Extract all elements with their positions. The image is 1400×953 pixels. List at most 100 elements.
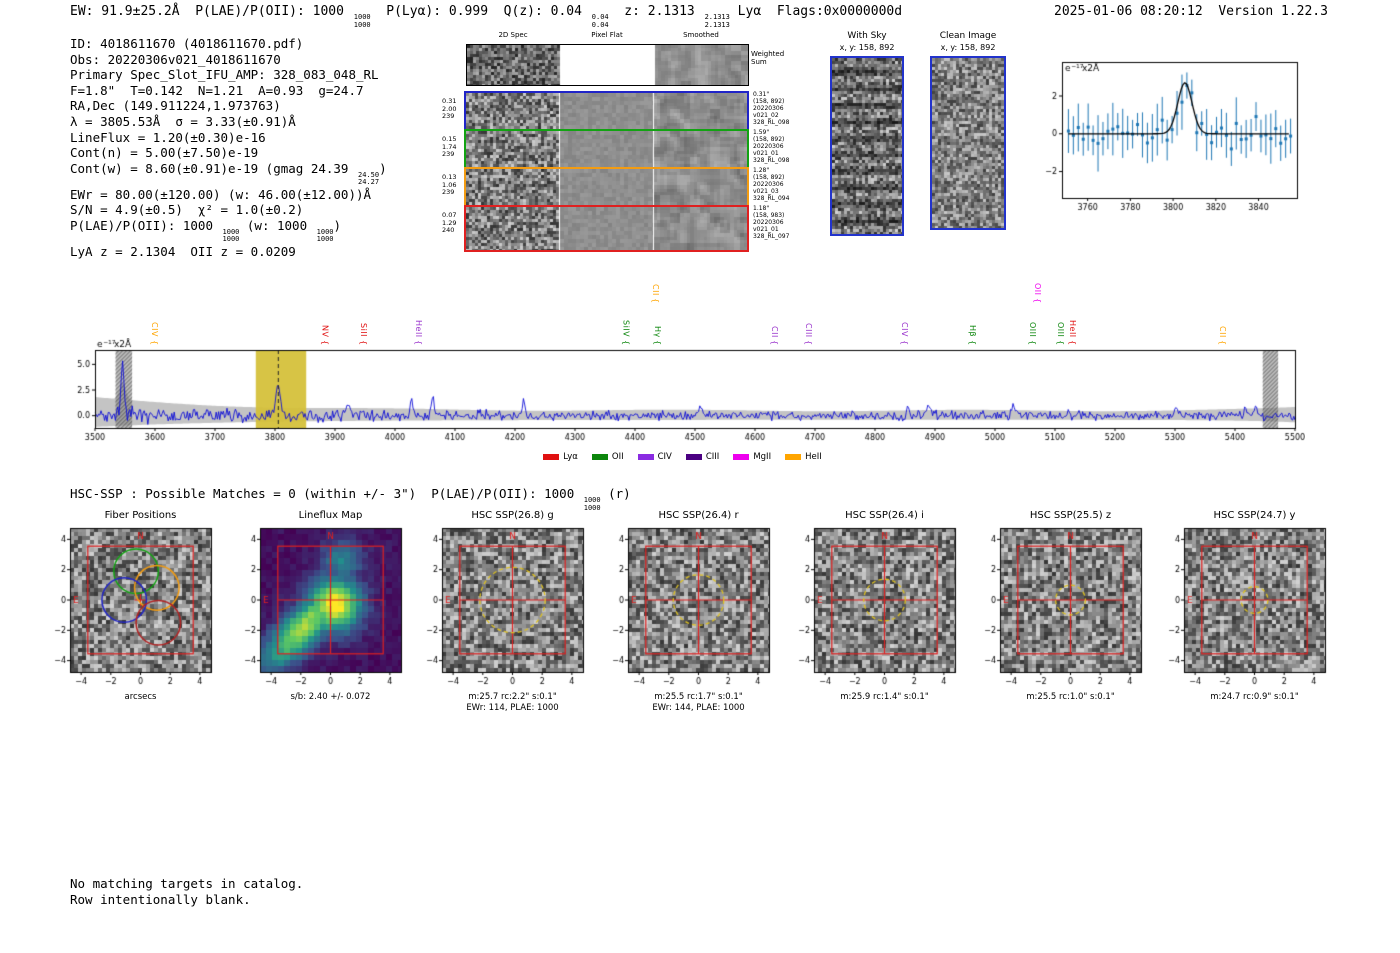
clean-image-title: Clean Image (939, 31, 997, 41)
row-aperture-values: 0.13 1.06 239 (442, 173, 464, 197)
aperture-value: 239 (442, 150, 455, 158)
row-aperture-values: 0.15 1.74 239 (442, 135, 464, 159)
legend-item: CIII (685, 452, 720, 462)
aperture-value: 1.06 (442, 180, 457, 189)
line-label-OIII: OIII (1028, 322, 1037, 346)
info-line: Primary Spec_Slot_IFU_AMP: 328_083_048_R… (70, 67, 379, 83)
aperture-value: 240 (442, 226, 455, 234)
aperture-value: 0.07 (442, 211, 457, 219)
legend-swatch (543, 454, 560, 460)
line-label-SiII: SiII (359, 323, 368, 346)
panel-caption-1: m:25.7 rc:2.2" s:0.1" (468, 692, 557, 702)
row-annotation-line: 1.59" (753, 129, 770, 136)
row-annotation-line: v021_01 (753, 149, 779, 157)
aperture-value: 1.74 (442, 142, 457, 151)
cutout-panel-img-6: HSC SSP(24.7) y m:24.7 rc:0.9" s:0.1" (1158, 510, 1328, 703)
panel-caption-1: m:25.9 rc:1.4" s:0.1" (840, 692, 929, 702)
weighted-sum-strip (466, 44, 749, 86)
info-line: Cont(w) = 8.60(±0.91)e-19 (gmag 24.39 24… (70, 160, 387, 187)
fiber-2d-spec-row (464, 91, 749, 131)
panel-caption-1: s/b: 2.40 +/- 0.072 (290, 692, 371, 702)
detection-info-block: ID: 4018611670 (4018611670.pdf) Obs: 2022… (70, 36, 387, 260)
legend-label: Lyα (563, 452, 578, 462)
panel-title: HSC SSP(26.8) g (471, 510, 554, 521)
legend-swatch (637, 454, 654, 460)
cutout-panel-img-2: HSC SSP(26.8) g m:25.7 rc:2.2" s:0.1" EWr:… (416, 510, 586, 714)
cutout-panel-img-3: HSC SSP(26.4) r m:25.5 rc:1.7" s:0.1" EWr:… (602, 510, 772, 714)
row-annotation-line: v021_01 (753, 225, 779, 233)
line-label-HeII: HeII (1068, 320, 1077, 346)
row-annotation-line: v021_03 (753, 187, 779, 195)
stacked-fraction: 0.04 0.04 (591, 13, 609, 29)
legend-label: MgII (753, 452, 772, 462)
info-line: Cont(n) = 5.00(±7.50)e-19 (70, 145, 259, 161)
row-annotation-line: (158, 892) (753, 135, 785, 143)
aperture-value: 0.15 (442, 135, 457, 143)
aperture-value: 239 (442, 112, 455, 120)
row-aperture-values: 0.31 2.00 239 (442, 97, 464, 121)
line-label-CII: CII (651, 284, 660, 304)
panel-image (1158, 525, 1328, 688)
line-label-CII: CII (1218, 326, 1227, 346)
row-annotation-line: (158, 983) (753, 211, 785, 219)
panel-caption-1: m:24.7 rc:0.9" s:0.1" (1210, 692, 1299, 702)
row-annotation-line: (158, 892) (753, 97, 785, 105)
stacked-fraction: 24.50 24.27 (357, 170, 380, 187)
legend-label: HeII (805, 452, 822, 462)
panel-title: Lineflux Map (298, 510, 363, 521)
row-annotation-line: 328_RL_098 (753, 118, 790, 126)
hsc-matches-header: HSC-SSP : Possible Matches = 0 (within +… (70, 486, 631, 512)
info-line: RA,Dec (149.911224,1.973763) (70, 98, 281, 114)
footer-line: No matching targets in catalog. (70, 876, 304, 891)
legend-item: HeII (785, 452, 822, 462)
stacked-fraction: 1000 1000 (583, 496, 601, 512)
cutout-panel-fibers-0: Fiber Positions arcsecs (44, 510, 214, 703)
line-label-HeII: HeII (414, 320, 423, 346)
legend-item: CIV (637, 452, 672, 462)
panel-title: HSC SSP(26.4) i (845, 510, 924, 521)
panel-title: HSC SSP(25.5) z (1029, 510, 1112, 521)
clean-image (930, 56, 1006, 230)
info-line: λ = 3805.53Å σ = 3.33(±0.91)Å (70, 113, 296, 129)
row-annotation-line: v021_02 (753, 111, 779, 119)
panel-title: Fiber Positions (104, 510, 177, 521)
row-annotation-line: 328_RL_098 (753, 156, 790, 164)
aperture-value: 239 (442, 188, 455, 196)
spectrum-legend: Lyα OII CIV CIII MgII HeII (60, 452, 1305, 462)
panel-title: HSC SSP(24.7) y (1213, 510, 1296, 521)
legend-swatch (733, 454, 750, 460)
panel-title: HSC SSP(26.4) r (658, 510, 739, 521)
line-fit-inset-plot (1028, 50, 1303, 222)
row-annotation-line: 328_RL_094 (753, 194, 790, 202)
fiber-2d-spec-row (464, 205, 749, 252)
legend-label: CIV (657, 452, 672, 462)
row-annotation-line: 20220306 (753, 104, 784, 112)
legend-swatch (685, 454, 702, 460)
cutout-panel-img-4: HSC SSP(26.4) i m:25.9 rc:1.4" s:0.1" (788, 510, 958, 703)
aperture-value: 2.00 (442, 104, 457, 113)
full-spectrum-plot (60, 338, 1305, 450)
column-header-pixel-flat: Pixel Flat (591, 31, 623, 39)
line-label-Hγ: Hγ (653, 326, 662, 346)
row-annotation-line: 20220306 (753, 180, 784, 188)
legend-swatch (591, 454, 608, 460)
panel-caption-1: m:25.5 rc:1.7" s:0.1" (654, 692, 743, 702)
line-label-CIII: CIII (804, 323, 813, 346)
aperture-value: 0.31 (442, 97, 457, 105)
legend-label: CIII (705, 452, 720, 462)
line-label-Hβ: Hβ (968, 325, 977, 346)
row-annotation: 1.28" (158, 892) 20220306 v021_03 328_RL_094 (753, 167, 803, 203)
row-annotation: 0.31" (158, 892) 20220306 v021_02 328_RL_098 (753, 91, 803, 127)
row-annotation-line: 1.18" (753, 205, 770, 212)
line-label-OIII: OIII (1056, 322, 1065, 346)
aperture-value: 0.13 (442, 173, 457, 181)
clean-image-coords: x, y: 158, 892 (940, 43, 996, 52)
panel-image (416, 525, 586, 688)
legend-item: OII (591, 452, 624, 462)
legend-swatch (785, 454, 802, 460)
line-label-CII: CII (770, 326, 779, 346)
info-line: S/N = 4.9(±0.5) χ² = 1.0(±0.2) (70, 202, 304, 218)
fiber-2d-spec-row (464, 129, 749, 169)
with-sky-title: With Sky (847, 31, 887, 41)
